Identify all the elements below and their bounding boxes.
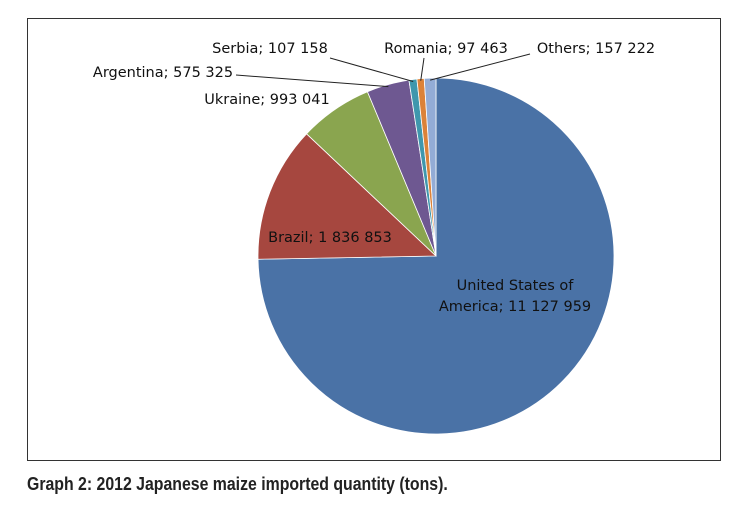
- category-name: Brazil: [268, 230, 309, 246]
- value-label: 107 158: [267, 41, 328, 57]
- label-separator: ;: [498, 299, 509, 315]
- leader-line: [235, 74, 389, 88]
- value-label: 575 325: [173, 65, 234, 81]
- leader-line: [329, 57, 414, 82]
- value-label: 97 463: [457, 41, 508, 57]
- chart-frame: [27, 18, 721, 461]
- data-label: Brazil; 1 836 853: [268, 230, 392, 246]
- value-label: 993 041: [269, 92, 330, 108]
- data-label: Argentina; 575 325: [93, 65, 233, 81]
- label-separator: ;: [163, 65, 174, 81]
- category-name: Others: [536, 41, 586, 57]
- category-name: Ukraine: [204, 92, 261, 108]
- chart-caption: Graph 2: 2012 Japanese maize imported qu…: [27, 474, 448, 494]
- pie-slice: [423, 77, 437, 257]
- data-label: Others; 157 222: [537, 41, 655, 57]
- data-label: Serbia; 107 158: [212, 41, 328, 57]
- category-name: Serbia: [212, 41, 259, 57]
- category-name: Argentina: [92, 65, 164, 81]
- label-separator: ;: [308, 230, 319, 246]
- pie-slice: [257, 133, 437, 260]
- leader-line: [430, 53, 531, 81]
- label-separator: ;: [258, 41, 268, 57]
- label-separator: ;: [260, 92, 270, 108]
- data-label: Ukraine; 993 041: [204, 92, 329, 108]
- value-label: 1 836 853: [318, 230, 392, 246]
- category-name: Romania: [384, 41, 448, 57]
- value-label: 11 127 959: [508, 299, 592, 315]
- category-name: United States of America: [438, 278, 574, 315]
- value-label: 157 222: [595, 41, 656, 57]
- label-separator: ;: [447, 41, 458, 57]
- data-label: Romania; 97 463: [384, 41, 508, 57]
- data-label: United States of America; 11 127 959: [428, 276, 603, 318]
- label-separator: ;: [585, 41, 596, 57]
- pie-slice: [257, 77, 615, 435]
- leader-line: [420, 57, 425, 81]
